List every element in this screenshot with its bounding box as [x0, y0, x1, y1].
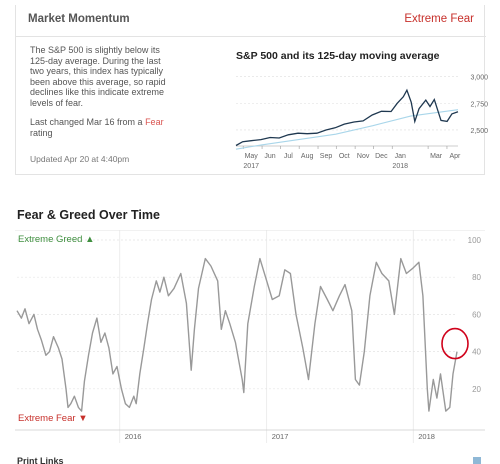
- mini-y-tick-label: 2,750: [470, 101, 488, 108]
- triangle-up-icon: ▲: [85, 234, 95, 245]
- mini-x-tick-label: Jun: [264, 153, 275, 160]
- extreme-greed-label: Extreme Greed ▲: [18, 234, 94, 245]
- mini-year-label: 2018: [392, 163, 408, 170]
- card-title: Market Momentum: [28, 13, 130, 25]
- mini-x-tick-label: Dec: [375, 153, 388, 160]
- mini-x-tick-label: Jan: [395, 153, 406, 160]
- fg-x-tick-label: 2018: [418, 432, 435, 441]
- highlight-circle: [441, 327, 469, 360]
- extreme-fear-label: Extreme Fear ▼: [18, 413, 88, 424]
- moving-average-line: [235, 109, 459, 150]
- fear-greed-line: [16, 257, 458, 412]
- card-rating: Extreme Fear: [404, 13, 474, 25]
- extreme-greed-text: Extreme Greed: [18, 234, 83, 245]
- fg-x-tick-label: 2016: [125, 432, 142, 441]
- mini-x-tick-label: May: [245, 153, 259, 160]
- fg-y-tick-label: 60: [472, 310, 481, 319]
- fg-y-tick-label: 40: [472, 348, 481, 357]
- mini-x-tick-label: Jul: [284, 153, 293, 160]
- mini-x-tick-label: Oct: [339, 153, 350, 160]
- sp500-mini-chart: 3,000 2,750 2,500 May Jun Jul Aug Sep Oct Nov Dec J…: [235, 75, 488, 170]
- mini-x-tick-label: Aug: [301, 153, 314, 160]
- indicator-description: The S&P 500 is slightly below its 125-da…: [30, 45, 175, 147]
- updated-timestamp: Updated Apr 20 at 4:40pm: [30, 154, 130, 164]
- card-header: Market Momentum Extreme Fear: [16, 5, 486, 37]
- fg-y-tick-label: 20: [472, 385, 481, 394]
- mini-chart-title: S&P 500 and its 125-day moving average: [236, 50, 440, 62]
- last-changed-text: Last changed Mar 16 from a Fear rating: [30, 117, 175, 138]
- last-changed-prefix: Last changed Mar 16 from a: [30, 117, 146, 127]
- fear-greed-section-title: Fear & Greed Over Time: [17, 208, 160, 222]
- triangle-down-icon: ▼: [78, 413, 88, 424]
- fg-x-tick-label: 2017: [272, 432, 289, 441]
- extreme-fear-text: Extreme Fear: [18, 413, 76, 424]
- mini-y-tick-label: 3,000: [470, 75, 488, 82]
- mini-x-tick-label: Sep: [320, 153, 333, 160]
- mini-year-label: 2017: [243, 163, 259, 170]
- sp500-line: [235, 88, 459, 147]
- mini-y-tick-label: 2,500: [470, 128, 488, 135]
- fear-greed-history-chart: 100 80 60 40 20 2016 2017 2018: [15, 230, 485, 443]
- fg-y-tick-label: 80: [472, 273, 481, 282]
- print-icon[interactable]: [473, 457, 481, 464]
- last-changed-rating: Fear: [145, 117, 164, 127]
- mini-x-tick-label: Apr: [450, 153, 462, 160]
- last-changed-suffix: rating: [30, 127, 53, 138]
- mini-x-tick-label: Mar: [430, 153, 443, 160]
- fg-y-tick-label: 100: [468, 236, 482, 245]
- description-text: The S&P 500 is slightly below its 125-da…: [30, 45, 166, 108]
- print-links-heading: Print Links: [17, 456, 64, 464]
- mini-x-tick-label: Nov: [357, 153, 370, 160]
